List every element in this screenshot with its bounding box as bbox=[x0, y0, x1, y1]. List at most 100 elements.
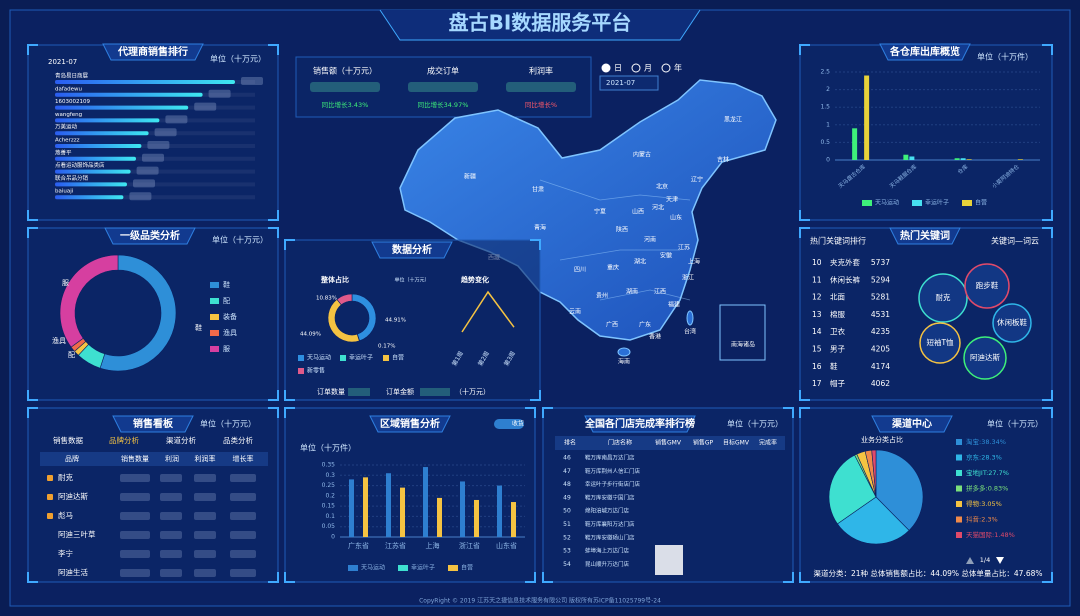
word: 阿迪达斯 bbox=[970, 352, 1000, 362]
word: 跑步鞋 bbox=[976, 280, 999, 290]
legend-swatch bbox=[448, 565, 458, 571]
store-name: 幸运叶子步行街店门店 bbox=[585, 480, 641, 488]
legend-label: 宝地JIT:27.7% bbox=[966, 468, 1009, 477]
blurred-value bbox=[160, 531, 182, 539]
header-bar bbox=[379, 9, 701, 41]
rank: 53 bbox=[563, 548, 571, 555]
bar bbox=[497, 485, 502, 537]
count: 4174 bbox=[871, 362, 890, 371]
brand-icon bbox=[47, 475, 53, 481]
bar-label: 青岛易日商展 bbox=[55, 72, 89, 80]
region-label: 内蒙古 bbox=[633, 151, 651, 159]
legend-label: 自营 bbox=[975, 199, 987, 207]
region-label: 湖南 bbox=[626, 288, 638, 296]
bar-label: 点看运动服饰品类店 bbox=[55, 161, 105, 169]
radio[interactable] bbox=[601, 63, 611, 73]
radio[interactable] bbox=[631, 63, 641, 73]
panel-title: 各仓库出库概览 bbox=[889, 45, 960, 58]
count: 4205 bbox=[871, 345, 890, 354]
blurred-value bbox=[194, 531, 216, 539]
slice-label: 配 bbox=[68, 351, 75, 359]
region-label: 黑龙江 bbox=[724, 116, 742, 124]
data-label: 0.17% bbox=[378, 344, 395, 350]
blurred-value bbox=[230, 493, 256, 501]
tab[interactable]: 品牌分析 bbox=[109, 435, 139, 445]
radio[interactable] bbox=[661, 63, 671, 73]
store-name: 昆山顺升万达门店 bbox=[585, 560, 630, 568]
blurred-value bbox=[136, 166, 159, 175]
footer: CopyRight © 2019 江苏天之捷信息技术服务有限公司 版权所有苏IC… bbox=[419, 597, 661, 605]
y-tick-label: 0.25 bbox=[322, 482, 336, 489]
unit: 单位（十万元） bbox=[727, 419, 783, 429]
legend-swatch bbox=[210, 314, 219, 320]
bar bbox=[55, 118, 160, 123]
bar-label: Acherzzz bbox=[55, 138, 80, 144]
kpi-label: 利润率 bbox=[529, 66, 553, 76]
kpi-label: 销售额（十万元） bbox=[313, 66, 377, 76]
word-bubble bbox=[992, 303, 1032, 343]
y-tick-label: 2.5 bbox=[820, 69, 830, 76]
bar bbox=[903, 154, 909, 160]
tab[interactable]: 渠道分析 bbox=[166, 435, 196, 445]
word-bubble bbox=[963, 336, 1007, 380]
title-bar bbox=[871, 415, 953, 433]
title-bar bbox=[584, 415, 696, 433]
blurred-value bbox=[165, 115, 188, 124]
rank: 51 bbox=[563, 521, 571, 528]
legend-swatch bbox=[956, 532, 962, 538]
tab[interactable]: 销售数据 bbox=[53, 435, 83, 445]
panel bbox=[799, 44, 1053, 221]
region-label: 福建 bbox=[668, 301, 680, 309]
bar-label: 联合吊品分销 bbox=[55, 174, 89, 182]
legend-label: 幸运叶子 bbox=[411, 564, 435, 572]
word: 短袖T恤 bbox=[926, 337, 954, 347]
title-bar bbox=[371, 241, 453, 259]
column-header: 销售数量 bbox=[121, 454, 149, 463]
panel-title: 全国各门店完成率排行榜 bbox=[584, 417, 695, 430]
legend-label: 装备 bbox=[223, 312, 237, 321]
legend-swatch bbox=[210, 298, 219, 304]
rank: 48 bbox=[563, 481, 571, 488]
blurred-value bbox=[230, 531, 256, 539]
x-tick-label: 山东省 bbox=[496, 541, 517, 550]
legend-swatch bbox=[956, 485, 962, 492]
tab[interactable]: 品类分析 bbox=[223, 435, 253, 445]
radio-label: 日 bbox=[614, 64, 622, 73]
region-label: 贵州 bbox=[596, 292, 608, 300]
panel-corner bbox=[27, 227, 279, 401]
keyword: 北面 bbox=[830, 293, 845, 302]
bar bbox=[55, 105, 189, 110]
region-label: 陕西 bbox=[616, 226, 628, 234]
title-bar bbox=[104, 227, 196, 245]
y-tick-label: 0.3 bbox=[325, 472, 335, 479]
legend-swatch bbox=[912, 200, 922, 206]
region-label: 青海 bbox=[534, 224, 546, 232]
blurred-value bbox=[154, 128, 177, 137]
brand-icon bbox=[47, 494, 53, 500]
blurred-value bbox=[194, 493, 216, 501]
bar bbox=[55, 169, 131, 174]
legend-label: 配 bbox=[223, 297, 230, 305]
bar bbox=[474, 499, 479, 537]
blurred-value bbox=[160, 474, 182, 482]
sub-title: 业务分类占比 bbox=[861, 435, 903, 444]
rank: 49 bbox=[563, 494, 571, 501]
rank: 46 bbox=[563, 455, 571, 462]
tab: 关键词—词云 bbox=[991, 236, 1039, 246]
toggle[interactable] bbox=[494, 419, 524, 429]
bar bbox=[55, 80, 235, 84]
legend-label: 拼多多:0.83% bbox=[966, 484, 1008, 493]
x-tick-label: 江苏省 bbox=[385, 541, 406, 550]
title-bar bbox=[369, 415, 451, 433]
y-tick-label: 0.05 bbox=[322, 523, 336, 530]
pager-next bbox=[996, 557, 1004, 564]
bar-track bbox=[55, 131, 255, 136]
column-header: 品牌 bbox=[65, 454, 79, 463]
donut-slice bbox=[336, 293, 353, 306]
y-tick-label: 0.5 bbox=[820, 139, 830, 146]
region-label: 甘肃 bbox=[532, 186, 544, 194]
bar-track bbox=[55, 182, 255, 187]
region-label: 辽宁 bbox=[691, 176, 703, 184]
legend-label: 得物:3.05% bbox=[966, 499, 1002, 508]
bar-track bbox=[55, 144, 255, 148]
